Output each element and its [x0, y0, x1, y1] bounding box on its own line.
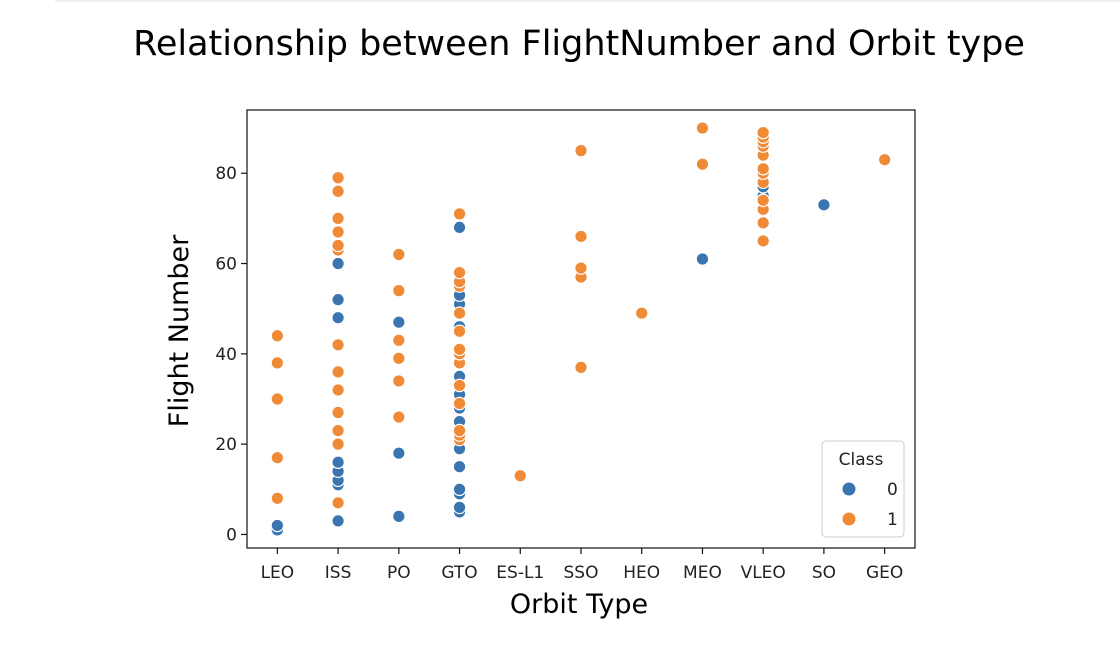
- data-point-class-0: [331, 514, 345, 528]
- data-point-class-1: [574, 229, 588, 244]
- plot-frame: [246, 109, 916, 549]
- data-point-class-0: [270, 518, 285, 533]
- x-tick-label-vleo: VLEO: [741, 563, 786, 583]
- data-points: [270, 121, 892, 537]
- data-point-class-1: [392, 351, 406, 366]
- data-point-class-1: [392, 374, 406, 388]
- data-point-class-1: [452, 265, 467, 280]
- data-point-class-1: [331, 238, 345, 253]
- data-point-class-1: [331, 170, 345, 185]
- legend: Class 0 1: [821, 440, 905, 538]
- y-axis-label: Flight Number: [164, 234, 195, 427]
- data-point-class-1: [877, 152, 892, 167]
- data-point-class-1: [392, 283, 406, 298]
- x-tick-label-heo: HEO: [623, 563, 660, 583]
- data-point-class-0: [392, 315, 406, 330]
- data-point-class-1: [756, 161, 770, 176]
- data-point-class-0: [392, 446, 406, 460]
- data-point-class-1: [270, 328, 285, 343]
- data-point-class-1: [452, 378, 467, 393]
- data-point-class-1: [695, 121, 710, 135]
- legend-label-class-1: 1: [887, 510, 898, 530]
- chart-title: Relationship between FlightNumber and Or…: [133, 24, 1025, 64]
- y-tick-label-20: 20: [215, 435, 237, 455]
- data-point-class-0: [695, 252, 710, 266]
- data-point-class-1: [452, 342, 467, 357]
- x-axis-label: Orbit Type: [510, 589, 648, 620]
- y-axis: 0 20 40 60 80: [215, 164, 247, 545]
- data-point-class-1: [452, 324, 467, 339]
- data-point-class-0: [331, 256, 345, 271]
- data-point-class-0: [392, 509, 406, 524]
- data-point-class-1: [270, 356, 285, 370]
- x-tick-label-gto: GTO: [441, 563, 477, 583]
- x-tick-label-sso: SSO: [564, 563, 599, 583]
- data-point-class-1: [331, 338, 345, 352]
- data-point-class-0: [452, 220, 467, 235]
- data-point-class-1: [574, 360, 588, 375]
- data-point-class-1: [270, 450, 285, 465]
- data-point-class-0: [452, 500, 467, 515]
- data-point-class-1: [331, 383, 345, 397]
- data-point-class-1: [574, 261, 588, 275]
- x-tick-label-geo: GEO: [866, 563, 903, 583]
- data-point-class-1: [634, 306, 649, 320]
- data-point-class-1: [452, 396, 467, 411]
- data-point-class-1: [392, 410, 406, 424]
- data-point-class-1: [392, 247, 406, 262]
- legend-label-class-0: 0: [887, 480, 898, 500]
- y-tick-label-40: 40: [215, 345, 237, 365]
- x-tick-label-leo: LEO: [261, 563, 295, 583]
- y-tick-label-80: 80: [215, 164, 237, 184]
- legend-marker-class-0: [842, 482, 856, 496]
- data-point-class-1: [574, 143, 588, 158]
- data-point-class-1: [695, 157, 710, 171]
- data-point-class-1: [452, 207, 467, 221]
- data-point-class-1: [756, 193, 770, 208]
- data-point-class-1: [331, 225, 345, 239]
- data-point-class-1: [331, 211, 345, 226]
- data-point-class-1: [452, 306, 467, 320]
- data-point-class-1: [452, 423, 467, 438]
- data-point-class-1: [331, 365, 345, 379]
- x-axis: LEO ISS PO GTO ES-L1 SSO HEO MEO VLEO SO GEO: [261, 548, 903, 583]
- data-point-class-1: [756, 125, 770, 140]
- data-point-class-0: [452, 482, 467, 497]
- data-point-class-1: [331, 496, 345, 510]
- data-point-class-1: [270, 491, 285, 506]
- data-point-class-0: [817, 198, 831, 212]
- data-point-class-1: [392, 333, 406, 348]
- x-tick-label-iss: ISS: [325, 563, 352, 583]
- legend-title: Class: [839, 450, 884, 470]
- legend-marker-class-1: [842, 512, 856, 526]
- data-point-class-0: [331, 310, 345, 325]
- x-tick-label-po: PO: [387, 563, 411, 583]
- data-point-class-1: [331, 423, 345, 438]
- x-tick-label-es-l1: ES-L1: [496, 563, 544, 583]
- data-point-class-1: [756, 234, 770, 248]
- data-point-class-1: [270, 392, 285, 406]
- data-point-class-1: [513, 468, 528, 483]
- data-point-class-0: [331, 455, 345, 470]
- data-point-class-1: [331, 437, 345, 451]
- data-point-class-1: [331, 405, 345, 420]
- y-tick-label-0: 0: [226, 525, 237, 545]
- x-tick-label-meo: MEO: [683, 563, 722, 583]
- y-tick-label-60: 60: [215, 255, 237, 275]
- data-point-class-1: [756, 216, 770, 230]
- data-point-class-0: [331, 292, 345, 307]
- data-point-class-1: [331, 184, 345, 199]
- x-tick-label-so: SO: [812, 563, 836, 583]
- legend-box: [821, 440, 905, 538]
- data-point-class-0: [452, 459, 467, 474]
